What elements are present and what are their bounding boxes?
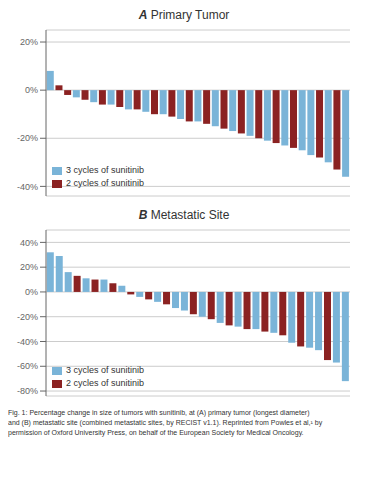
html-text:Fig. 1: Percentage change in s: Fig. 1: Percentage change in size of tum… <box>8 409 323 436</box>
svg-text:0%: 0% <box>25 287 38 297</box>
svg-text:40%: 40% <box>20 238 38 248</box>
svg-text:20%: 20% <box>20 37 38 47</box>
svg-text:-20%: -20% <box>17 312 38 322</box>
svg-text:-40%: -40% <box>17 182 38 192</box>
html-text:2 cycles of sunitinib: 2 cycles of sunitinib <box>66 178 144 188</box>
svg-text:0%: 0% <box>25 85 38 95</box>
svg-text:-60%: -60% <box>17 361 38 371</box>
html-text:B Metastatic Site: B Metastatic Site <box>138 208 230 222</box>
html-text:3 cycles of sunitinib: 3 cycles of sunitinib <box>66 365 144 375</box>
svg-text:20%: 20% <box>20 262 38 272</box>
svg-text:-80%: -80% <box>17 386 38 396</box>
html-text:2 cycles of sunitinib: 2 cycles of sunitinib <box>66 378 144 388</box>
html-text:A Primary Tumor: A Primary Tumor <box>138 8 230 22</box>
html-text:3 cycles of sunitinib: 3 cycles of sunitinib <box>66 165 144 175</box>
svg-text:-40%: -40% <box>17 337 38 347</box>
svg-text:-20%: -20% <box>17 133 38 143</box>
